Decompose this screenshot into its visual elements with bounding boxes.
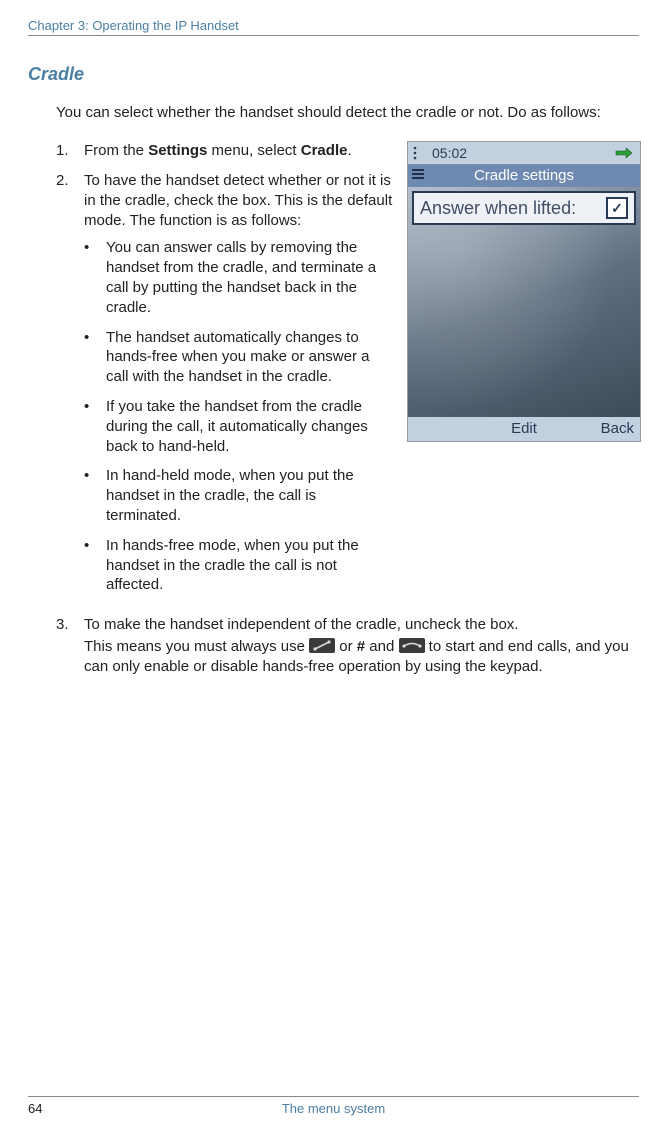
- step-number: 3.: [56, 615, 84, 676]
- call-key-icon: [309, 638, 335, 653]
- phone-title-text: Cradle settings: [474, 167, 574, 184]
- hash: #: [357, 638, 365, 655]
- list-item: •If you take the handset from the cradle…: [84, 397, 395, 456]
- softkey-back[interactable]: Back: [561, 420, 634, 437]
- bullet-dot: •: [84, 397, 106, 456]
- bold: Settings: [148, 142, 207, 159]
- bullet-dot: •: [84, 466, 106, 525]
- bullet-text: You can answer calls by removing the han…: [106, 238, 395, 317]
- intro-text: You can select whether the handset shoul…: [56, 103, 639, 123]
- phone-body: Answer when lifted: ✓: [408, 187, 640, 417]
- bullet-list: •You can answer calls by removing the ha…: [84, 238, 395, 595]
- bold: Cradle: [301, 142, 348, 159]
- bullet-dot: •: [84, 536, 106, 595]
- bullet-text: If you take the handset from the cradle …: [106, 397, 395, 456]
- text: and: [365, 638, 398, 655]
- list-item: •In hands-free mode, when you put the ha…: [84, 536, 395, 595]
- step-body: To have the handset detect whether or no…: [84, 171, 395, 605]
- step-line1: To make the handset independent of the c…: [84, 616, 518, 633]
- step-line2: This means you must always use or # and …: [84, 637, 639, 677]
- list-item: •You can answer calls by removing the ha…: [84, 238, 395, 317]
- option-answer-when-lifted[interactable]: Answer when lifted: ✓: [412, 191, 636, 225]
- bullet-dot: •: [84, 238, 106, 317]
- signal-dots-icon: [412, 145, 424, 161]
- text: menu, select: [207, 142, 300, 159]
- chapter-header: Chapter 3: Operating the IP Handset: [28, 18, 639, 33]
- step-2: 2. To have the handset detect whether or…: [56, 171, 395, 605]
- header-rule: [28, 35, 639, 36]
- footer-title: The menu system: [68, 1101, 599, 1116]
- list-item: •The handset automatically changes to ha…: [84, 328, 395, 387]
- text: This means you must always use: [84, 638, 309, 655]
- step-3: 3. To make the handset independent of th…: [56, 615, 639, 676]
- step-body: To make the handset independent of the c…: [84, 615, 639, 676]
- menu-list-icon: [411, 167, 427, 183]
- section-title: Cradle: [28, 64, 639, 85]
- step-body: From the Settings menu, select Cradle.: [84, 141, 395, 161]
- step-1: 1. From the Settings menu, select Cradle…: [56, 141, 395, 161]
- bullet-text: The handset automatically changes to han…: [106, 328, 395, 387]
- text: or: [335, 638, 357, 655]
- list-item: •In hand-held mode, when you put the han…: [84, 466, 395, 525]
- text: .: [347, 142, 351, 159]
- option-label: Answer when lifted:: [420, 198, 576, 219]
- connection-icon: [614, 145, 634, 161]
- text: From the: [84, 142, 148, 159]
- bullet-dot: •: [84, 328, 106, 387]
- bullet-text: In hand-held mode, when you put the hand…: [106, 466, 395, 525]
- phone-screenshot: 05:02 Cradle settings Answer when l: [407, 141, 639, 442]
- phone-titlebar: Cradle settings: [408, 165, 640, 187]
- step-number: 1.: [56, 141, 84, 161]
- end-key-icon: [399, 638, 425, 653]
- phone-statusbar: 05:02: [408, 142, 640, 165]
- bullet-text: In hands-free mode, when you put the han…: [106, 536, 395, 595]
- option-checkbox[interactable]: ✓: [606, 197, 628, 219]
- phone-time: 05:02: [432, 145, 467, 161]
- step-text: To have the handset detect whether or no…: [84, 172, 392, 229]
- footer-rule: [28, 1096, 639, 1097]
- softkey-edit[interactable]: Edit: [487, 420, 560, 437]
- step-number: 2.: [56, 171, 84, 605]
- page-footer: 64 The menu system: [0, 1096, 667, 1116]
- phone-softkeys: . Edit Back: [408, 417, 640, 441]
- page-number: 64: [28, 1101, 68, 1116]
